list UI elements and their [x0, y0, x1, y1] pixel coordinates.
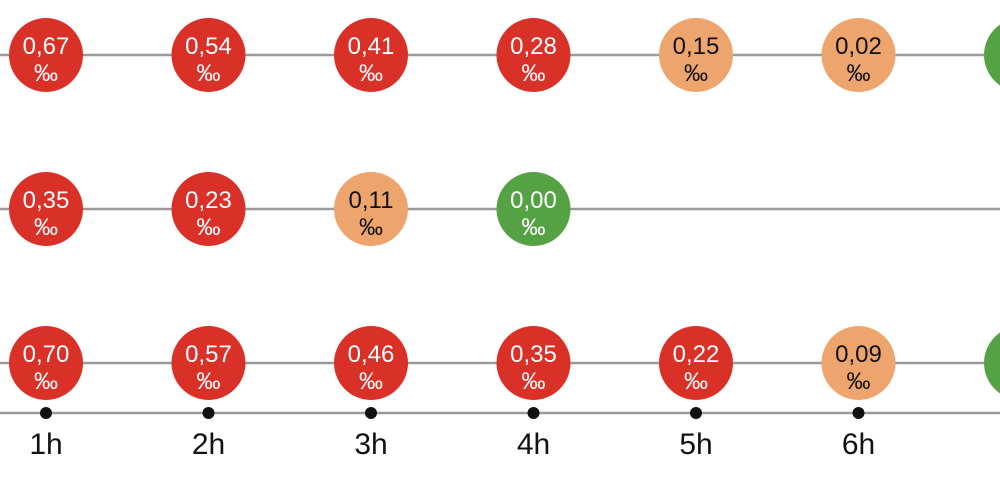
- value-circle: [496, 172, 571, 246]
- data-point: 0,70‰: [9, 326, 83, 400]
- data-point: 0,00‰: [496, 172, 571, 246]
- data-point: 0,35‰: [496, 326, 571, 400]
- value-label: 0,22: [673, 341, 720, 368]
- value-circle: [171, 18, 246, 92]
- value-label: 0,67: [23, 33, 70, 60]
- tick-dot: [690, 407, 702, 419]
- value-circle: [659, 18, 733, 92]
- value-label: 0,41: [348, 33, 395, 60]
- tick-label: 5h: [679, 428, 712, 461]
- value-label: 0,28: [510, 33, 557, 60]
- unit-label: ‰: [359, 368, 383, 395]
- unit-label: ‰: [197, 368, 221, 395]
- unit-label: ‰: [34, 214, 58, 241]
- value-circle: [496, 326, 571, 400]
- unit-label: ‰: [522, 214, 546, 241]
- tick-label: 2h: [192, 428, 225, 461]
- data-point: 0,11‰: [334, 172, 408, 246]
- value-circle: [496, 18, 571, 92]
- value-circle: [9, 172, 83, 246]
- unit-label: ‰: [197, 60, 221, 87]
- tick-label: 1h: [29, 428, 62, 461]
- unit-label: ‰: [847, 368, 871, 395]
- value-label: 0,70: [23, 341, 70, 368]
- unit-label: ‰: [34, 60, 58, 87]
- unit-label: ‰: [684, 60, 708, 87]
- row-3: 0,70‰0,57‰0,46‰0,35‰0,22‰0,09‰: [0, 326, 1000, 400]
- tick-dot: [40, 407, 52, 419]
- value-circle: [334, 326, 408, 400]
- value-circle: [984, 332, 1000, 394]
- row-1: 0,67‰0,54‰0,41‰0,28‰0,15‰0,02‰: [0, 18, 1000, 92]
- data-point: 0,54‰: [171, 18, 246, 92]
- unit-label: ‰: [359, 60, 383, 87]
- value-label: 0,09: [835, 341, 882, 368]
- data-point: 0,28‰: [496, 18, 571, 92]
- value-circle: [334, 18, 408, 92]
- unit-label: ‰: [684, 368, 708, 395]
- value-label: 0,11: [349, 187, 394, 214]
- value-label: 0,46: [348, 341, 395, 368]
- unit-label: ‰: [34, 368, 58, 395]
- value-circle: [821, 18, 896, 92]
- value-circle: [171, 326, 246, 400]
- value-circle: [9, 18, 83, 92]
- tick-dot: [852, 407, 865, 419]
- data-point: 0,57‰: [171, 326, 246, 400]
- data-point: 0,46‰: [334, 326, 408, 400]
- value-label: 0,23: [185, 187, 232, 214]
- tick-label: 3h: [354, 428, 387, 461]
- value-circle: [984, 24, 1000, 86]
- value-circle: [334, 172, 408, 246]
- data-point: 0,02‰: [821, 18, 896, 92]
- data-point: 0,15‰: [659, 18, 733, 92]
- value-circle: [9, 326, 83, 400]
- unit-label: ‰: [197, 214, 221, 241]
- time-axis: 1h 2h 3h 4h 5h 6h: [0, 407, 1000, 461]
- tick-dot: [202, 407, 215, 419]
- data-point: [984, 332, 1000, 394]
- value-circle: [659, 326, 733, 400]
- value-circle: [821, 326, 896, 400]
- value-label: 0,57: [185, 341, 232, 368]
- value-label: 0,15: [673, 33, 720, 60]
- tick-dot: [527, 407, 540, 419]
- data-point: 0,09‰: [821, 326, 896, 400]
- data-point: [984, 24, 1000, 86]
- data-point: 0,67‰: [9, 18, 83, 92]
- unit-label: ‰: [522, 60, 546, 87]
- value-label: 0,00: [510, 187, 557, 214]
- unit-label: ‰: [847, 60, 871, 87]
- data-point: 0,22‰: [659, 326, 733, 400]
- tick-label: 4h: [517, 428, 550, 461]
- unit-label: ‰: [522, 368, 546, 395]
- tick-label: 6h: [842, 428, 875, 461]
- tick-dot: [365, 407, 377, 419]
- unit-label: ‰: [359, 214, 383, 241]
- row-2: 0,35‰0,23‰0,11‰0,00‰: [0, 172, 1000, 246]
- value-label: 0,35: [510, 341, 557, 368]
- rows-layer: 0,67‰0,54‰0,41‰0,28‰0,15‰0,02‰0,35‰0,23‰…: [0, 18, 1000, 400]
- data-point: 0,41‰: [334, 18, 408, 92]
- value-label: 0,35: [23, 187, 70, 214]
- value-circle: [171, 172, 246, 246]
- data-point: 0,35‰: [9, 172, 83, 246]
- value-label: 0,54: [185, 33, 232, 60]
- value-label: 0,02: [835, 33, 882, 60]
- data-point: 0,23‰: [171, 172, 246, 246]
